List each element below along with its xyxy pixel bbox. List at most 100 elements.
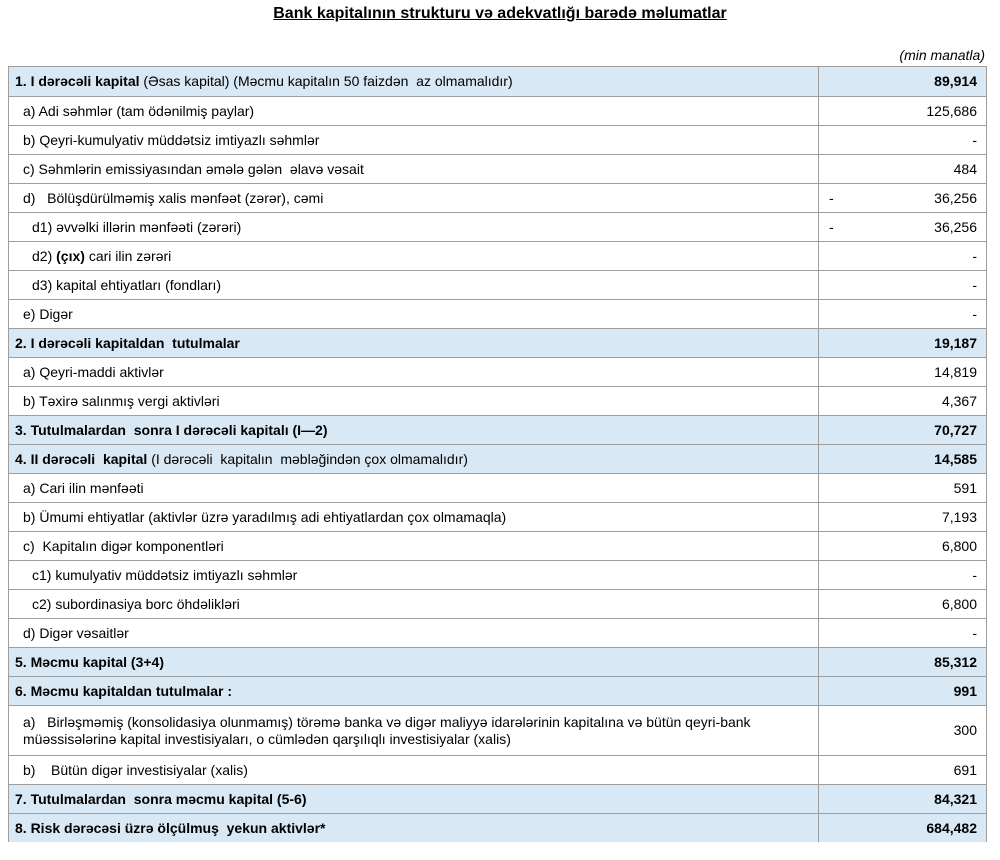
row-amount: - [972, 247, 977, 264]
label-text: b) Bütün digər investisiyalar (xalis) [23, 761, 248, 778]
row-amount: 6,800 [941, 537, 977, 554]
row-value: - [819, 300, 986, 328]
label-text: 5. Məcmu kapital (3+4) [15, 653, 165, 670]
label-text: c) Kapitalın digər komponentləri [23, 537, 224, 554]
row-label: 3. Tutulmalardan sonra I dərəcəli kapita… [9, 416, 819, 444]
row-amount: 4,367 [941, 392, 977, 409]
label-text: a) Adi səhmlər (tam ödənilmiş paylar) [23, 102, 255, 119]
table-row: a) Cari ilin mənfəəti 591 [9, 473, 986, 502]
label-text: 1. I dərəcəli kapital [15, 73, 144, 89]
table-row: c1) kumulyativ müddətsiz imtiyazlı səhml… [9, 560, 986, 589]
table-row: a) Adi səhmlər (tam ödənilmiş paylar) 125… [9, 96, 986, 125]
table-row: d3) kapital ehtiyatları (fondları) - [9, 270, 986, 299]
row-value: 14,819 [819, 358, 986, 386]
label-text: cari ilin zərəri [84, 247, 172, 264]
row-value: - 36,256 [819, 184, 986, 212]
table-row: 7. Tutulmalardan sonra məcmu kapital (5-… [9, 784, 986, 813]
minus-sign: - [829, 218, 834, 235]
table-row: 8. Risk dərəcəsi üzrə ölçülmuş yekun akt… [9, 813, 986, 842]
row-label: a) Birləşməmiş (konsolidasiya olunmamış)… [9, 706, 819, 755]
row-value: 484 [819, 155, 986, 183]
row-amount: - [972, 566, 977, 583]
table-row: b) Qeyri-kumulyativ müddətsiz imtiyazlı … [9, 125, 986, 154]
row-amount: 14,585 [934, 450, 977, 467]
table-row: c) Səhmlərin emissiyasından əmələ gələn … [9, 154, 986, 183]
report-page: Bank kapitalının strukturu və adekvatlığ… [0, 5, 1000, 860]
row-amount: 70,727 [934, 421, 977, 438]
row-amount: 7,193 [941, 508, 977, 525]
row-amount: 991 [953, 682, 977, 699]
row-label: e) Digər [9, 300, 819, 328]
row-value: - [819, 271, 986, 299]
row-amount: 14,819 [934, 363, 977, 380]
row-label: d1) əvvəlki illərin mənfəəti (zərəri) [9, 213, 819, 241]
row-value: 125,686 [819, 97, 986, 125]
table-row: 4. II dərəcəli kapital (I dərəcəli kapit… [9, 444, 986, 473]
row-amount: 684,482 [926, 819, 977, 836]
row-value: 6,800 [819, 532, 986, 560]
row-label: d2) (çıx) cari ilin zərəri [9, 242, 819, 270]
label-text: 2. I dərəcəli kapitaldan tutulmalar [15, 334, 240, 351]
table-row: 3. Tutulmalardan sonra I dərəcəli kapita… [9, 415, 986, 444]
row-label: c) Səhmlərin emissiyasından əmələ gələn … [9, 155, 819, 183]
row-label: b) Bütün digər investisiyalar (xalis) [9, 756, 819, 784]
table-row: 2. I dərəcəli kapitaldan tutulmalar 19,18… [9, 328, 986, 357]
row-label: 7. Tutulmalardan sonra məcmu kapital (5-… [9, 785, 819, 813]
row-label: a) Qeyri-maddi aktivlər [9, 358, 819, 386]
label-text: a) Birləşməmiş (konsolidasiya olunmamış)… [23, 713, 755, 747]
row-label: b) Qeyri-kumulyativ müddətsiz imtiyazlı … [9, 126, 819, 154]
row-label: c) Kapitalın digər komponentləri [9, 532, 819, 560]
row-amount: - [972, 624, 977, 641]
row-label: a) Adi səhmlər (tam ödənilmiş paylar) [9, 97, 819, 125]
label-text: b) Təxirə salınmış vergi aktivləri [23, 392, 220, 409]
row-amount: - [972, 276, 977, 293]
table-row: c2) subordinasiya borc öhdəlikləri 6,800 [9, 589, 986, 618]
table-row: e) Digər - [9, 299, 986, 328]
label-text: e) Digər [23, 305, 73, 322]
row-amount: 36,256 [934, 189, 977, 206]
row-value: 89,914 [819, 67, 986, 96]
row-label: b) Ümumi ehtiyatlar (aktivlər üzrə yarad… [9, 503, 819, 531]
table-row: 1. I dərəcəli kapital (Əsas kapital) (Mə… [9, 67, 986, 96]
label-text: a) Cari ilin mənfəəti [23, 479, 144, 496]
row-value: 85,312 [819, 648, 986, 676]
row-label: 5. Məcmu kapital (3+4) [9, 648, 819, 676]
label-text: b) Qeyri-kumulyativ müddətsiz imtiyazlı … [23, 131, 320, 148]
label-text: b) Ümumi ehtiyatlar (aktivlər üzrə yarad… [23, 508, 507, 525]
row-value: 70,727 [819, 416, 986, 444]
row-value: 684,482 [819, 814, 986, 842]
row-value: - [819, 619, 986, 647]
table-row: c) Kapitalın digər komponentləri 6,800 [9, 531, 986, 560]
row-label: 1. I dərəcəli kapital (Əsas kapital) (Mə… [9, 67, 819, 96]
label-text: d) Digər vəsaitlər [23, 624, 129, 641]
table-row: b) Bütün digər investisiyalar (xalis) 691 [9, 755, 986, 784]
row-label: b) Təxirə salınmış vergi aktivləri [9, 387, 819, 415]
row-amount: 19,187 [934, 334, 977, 351]
label-text: 7. Tutulmalardan sonra məcmu kapital (5-… [15, 790, 307, 807]
row-amount: 85,312 [934, 653, 977, 670]
label-text: (çıx) [56, 247, 85, 264]
row-value: 4,367 [819, 387, 986, 415]
row-value: 991 [819, 677, 986, 705]
row-amount: 691 [953, 761, 977, 778]
label-text: 6. Məcmu kapitaldan tutulmalar : [15, 682, 233, 699]
row-label: d) Bölüşdürülməmiş xalis mənfəət (zərər)… [9, 184, 819, 212]
table-row: d) Bölüşdürülməmiş xalis mənfəət (zərər)… [9, 183, 986, 212]
table-row: d2) (çıx) cari ilin zərəri - [9, 241, 986, 270]
row-amount: 300 [953, 722, 977, 738]
row-value: 6,800 [819, 590, 986, 618]
row-value: - [819, 242, 986, 270]
table-row: b) Ümumi ehtiyatlar (aktivlər üzrə yarad… [9, 502, 986, 531]
row-amount: 484 [953, 160, 977, 177]
row-amount: 89,914 [934, 73, 977, 89]
label-text: d) Bölüşdürülməmiş xalis mənfəət (zərər)… [23, 189, 324, 206]
minus-sign: - [829, 189, 834, 206]
row-value: 691 [819, 756, 986, 784]
row-label: c2) subordinasiya borc öhdəlikləri [9, 590, 819, 618]
row-value: 19,187 [819, 329, 986, 357]
row-label: a) Cari ilin mənfəəti [9, 474, 819, 502]
label-text: 4. II dərəcəli kapital [15, 450, 152, 467]
unit-note: (min manatla) [899, 47, 985, 63]
table-row: a) Qeyri-maddi aktivlər 14,819 [9, 357, 986, 386]
table-row: a) Birləşməmiş (konsolidasiya olunmamış)… [9, 705, 986, 755]
